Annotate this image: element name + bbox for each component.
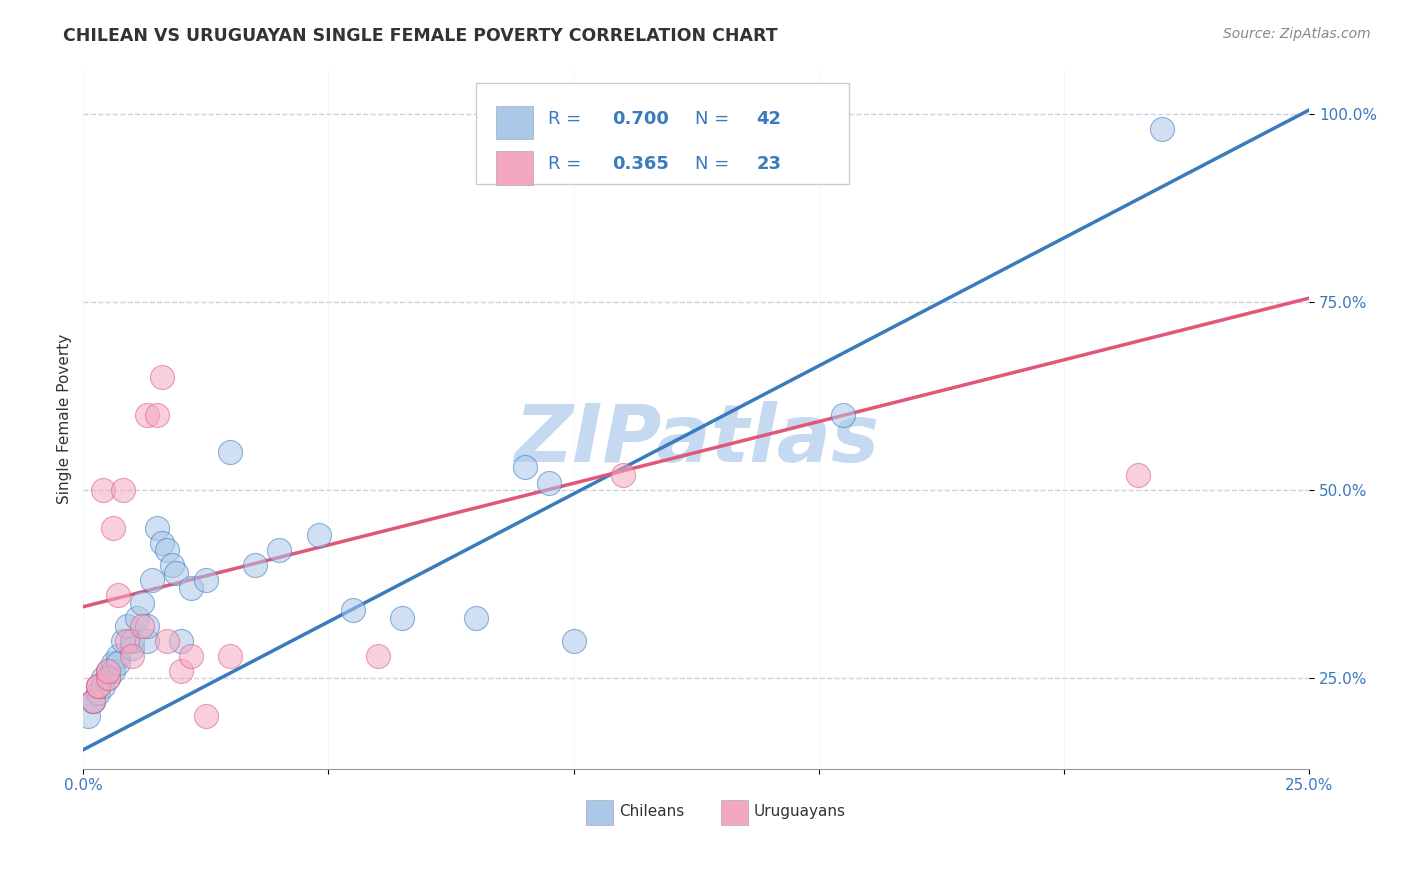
Point	[562, 633, 585, 648]
FancyBboxPatch shape	[475, 83, 849, 184]
Point	[166, 566, 188, 580]
Point	[87, 679, 110, 693]
Point	[91, 483, 114, 497]
Point	[180, 648, 202, 663]
Point	[82, 694, 104, 708]
Bar	[496, 151, 533, 185]
Text: ZIPatlas: ZIPatlas	[513, 401, 879, 478]
Point	[538, 475, 561, 490]
Point	[612, 467, 634, 482]
Point	[156, 543, 179, 558]
Point	[269, 543, 291, 558]
Point	[97, 664, 120, 678]
Point	[87, 679, 110, 693]
Point	[97, 671, 120, 685]
Point	[101, 521, 124, 535]
Point	[91, 679, 114, 693]
Point	[97, 671, 120, 685]
Text: 0.365: 0.365	[612, 155, 668, 173]
Point	[160, 558, 183, 573]
Point	[131, 618, 153, 632]
Point	[367, 648, 389, 663]
Text: R =: R =	[548, 110, 586, 128]
Point	[150, 535, 173, 549]
Point	[170, 664, 193, 678]
Point	[141, 574, 163, 588]
Point	[127, 611, 149, 625]
Bar	[496, 105, 533, 139]
Point	[194, 709, 217, 723]
Text: 42: 42	[756, 110, 782, 128]
Point	[121, 648, 143, 663]
Point	[513, 460, 536, 475]
Bar	[586, 800, 613, 824]
Point	[194, 574, 217, 588]
Text: R =: R =	[548, 155, 586, 173]
Point	[180, 581, 202, 595]
Text: 0.700: 0.700	[612, 110, 668, 128]
Point	[150, 370, 173, 384]
Bar	[721, 800, 748, 824]
Text: CHILEAN VS URUGUAYAN SINGLE FEMALE POVERTY CORRELATION CHART: CHILEAN VS URUGUAYAN SINGLE FEMALE POVER…	[63, 27, 778, 45]
Point	[131, 596, 153, 610]
Point	[101, 656, 124, 670]
Point	[219, 445, 242, 459]
Point	[101, 664, 124, 678]
Point	[136, 408, 159, 422]
Point	[97, 664, 120, 678]
Point	[111, 483, 134, 497]
Point	[107, 648, 129, 663]
Point	[87, 679, 110, 693]
Point	[219, 648, 242, 663]
Point	[111, 633, 134, 648]
Point	[243, 558, 266, 573]
Text: N =: N =	[695, 155, 735, 173]
Point	[1126, 467, 1149, 482]
Text: 23: 23	[756, 155, 782, 173]
Point	[82, 694, 104, 708]
Point	[87, 686, 110, 700]
Point	[91, 671, 114, 685]
Point	[136, 618, 159, 632]
Point	[121, 633, 143, 648]
Point	[832, 408, 855, 422]
Point	[464, 611, 486, 625]
Point	[146, 408, 169, 422]
Point	[342, 603, 364, 617]
Point	[107, 656, 129, 670]
Point	[107, 589, 129, 603]
Point	[308, 528, 330, 542]
Point	[117, 618, 139, 632]
Text: Chileans: Chileans	[619, 804, 685, 819]
Text: N =: N =	[695, 110, 735, 128]
Text: Uruguayans: Uruguayans	[754, 804, 846, 819]
Point	[77, 709, 100, 723]
Point	[146, 521, 169, 535]
Point	[82, 694, 104, 708]
Point	[391, 611, 413, 625]
Text: Source: ZipAtlas.com: Source: ZipAtlas.com	[1223, 27, 1371, 41]
Point	[156, 633, 179, 648]
Point	[121, 641, 143, 656]
Point	[1152, 121, 1174, 136]
Point	[170, 633, 193, 648]
Point	[136, 633, 159, 648]
Y-axis label: Single Female Poverty: Single Female Poverty	[58, 334, 72, 504]
Point	[117, 633, 139, 648]
